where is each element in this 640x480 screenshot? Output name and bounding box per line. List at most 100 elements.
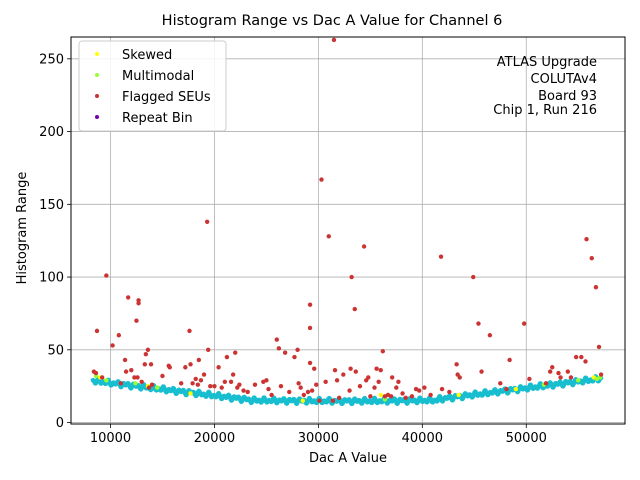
flagged-seus-point [208,383,213,389]
flagged-seus-point [579,354,584,360]
run-annotation: ATLAS Upgrade COLUTAv4 Board 93 Chip 1, … [493,55,597,118]
flagged-seus-point [396,379,401,385]
x-tick-label: 20000 [194,431,235,446]
flagged-seus-point [287,389,292,395]
flagged-seus-point [366,375,371,380]
legend-marker-repeat-bin [95,115,99,119]
multimodal-point [155,385,160,390]
flagged-seus-point [93,370,99,376]
flagged-seus-point [230,372,236,377]
flagged-seus-point [507,357,512,363]
y-tick-label: 250 [39,52,64,67]
flagged-seus-point [183,365,188,370]
flagged-seus-point [422,385,427,390]
flagged-seus-point [457,375,462,380]
flagged-seus-point [439,386,445,392]
flagged-seus-point [330,398,336,403]
multimodal-point [104,378,109,383]
flagged-seus-point [198,378,204,383]
flagged-seus-point [292,354,297,360]
legend-label-repeat-bin: Repeat Bin [122,111,193,126]
flagged-seus-point [438,254,444,259]
y-tick-label: 0 [56,416,64,431]
flagged-seus-point [558,375,563,380]
flagged-seus-point [378,367,383,373]
flagged-seus-point [241,388,246,393]
flagged-seus-point [142,362,147,367]
flagged-seus-point [104,273,109,278]
plot-frame [70,36,626,425]
multimodal-point [133,381,138,386]
flagged-seus-point [204,219,210,224]
y-axis-ticks: 0 50 100 150 200 250 [39,52,71,431]
flagged-seus-point [123,369,129,374]
skewed-point [300,398,305,403]
flagged-seus-point [212,383,217,389]
flagged-seus-point [122,357,128,363]
flagged-seus-point [372,385,377,390]
flagged-seus-point [252,382,258,387]
skewed-point [513,386,519,392]
flagged-seus-point [593,285,599,290]
flagged-seus-point [543,381,549,386]
flagged-seus-point [416,388,422,393]
flagged-seus-point [388,394,394,399]
flagged-seus-point [135,375,140,380]
flagged-seus-point [190,381,195,386]
flagged-seus-point [380,349,386,354]
flagged-seus-point [394,385,399,390]
flagged-seus-point [556,370,561,376]
flagged-seus-point [374,366,379,371]
flagged-seus-point [125,295,131,300]
flagged-seus-point [219,385,224,390]
flagged-seus-point [139,379,144,385]
flagged-seus-point [282,350,288,355]
flagged-seus-point [312,366,317,371]
skewed-point [456,392,461,398]
multimodal-point [576,378,581,383]
x-tick-label: 10000 [90,431,131,446]
flagged-seus-point [296,381,301,386]
flagged-seus-point [278,383,284,389]
flagged-seus-point [145,347,151,353]
flagged-seus-point [233,350,238,355]
chart-title: Histogram Range vs Dac A Value for Chann… [162,13,503,29]
legend-marker-flagged-seus [95,94,99,98]
flagged-seus-point [160,373,165,379]
flagged-seus-point [245,389,250,395]
legend-entry-skewed: Skewed [95,48,172,63]
flagged-seus-point [326,234,331,239]
flagged-seus-point [487,333,493,338]
flagged-seus-point [565,369,571,374]
flagged-seus-point [317,398,322,403]
flagged-seus-point [148,362,154,367]
legend-label-skewed: Skewed [122,48,172,63]
flagged-seus-point [428,392,433,398]
flagged-seus-point [149,382,155,387]
flagged-seus-point [222,379,228,385]
flagged-seus-point [361,244,367,249]
x-axis-ticks: 10000 20000 30000 40000 50000 [90,424,547,446]
flagged-seus-point [348,366,353,371]
flagged-seus-point [201,372,207,377]
flagged-seus-point [228,379,234,385]
flagged-seus-point [347,388,352,393]
y-tick-label: 50 [47,343,64,358]
legend-label-flagged-seus: Flagged SEUs [122,90,211,105]
flagged-seus-point [550,365,555,370]
flagged-seus-point [307,325,313,331]
flagged-seus-point [568,375,574,380]
flagged-seus-point [193,376,198,382]
flagged-seus-point [143,351,149,357]
y-tick-label: 200 [39,125,64,140]
flagged-seus-point [521,321,527,326]
flagged-seus-point [573,354,579,360]
flagged-seus-point [167,365,172,370]
x-tick-label: 30000 [298,431,339,446]
flagged-seus-point [276,346,282,351]
flagged-seus-point [129,367,134,373]
flagged-seus-point [447,389,452,395]
flagged-seus-point [596,344,602,350]
flagged-seus-point [527,376,532,382]
legend-box [78,40,227,132]
